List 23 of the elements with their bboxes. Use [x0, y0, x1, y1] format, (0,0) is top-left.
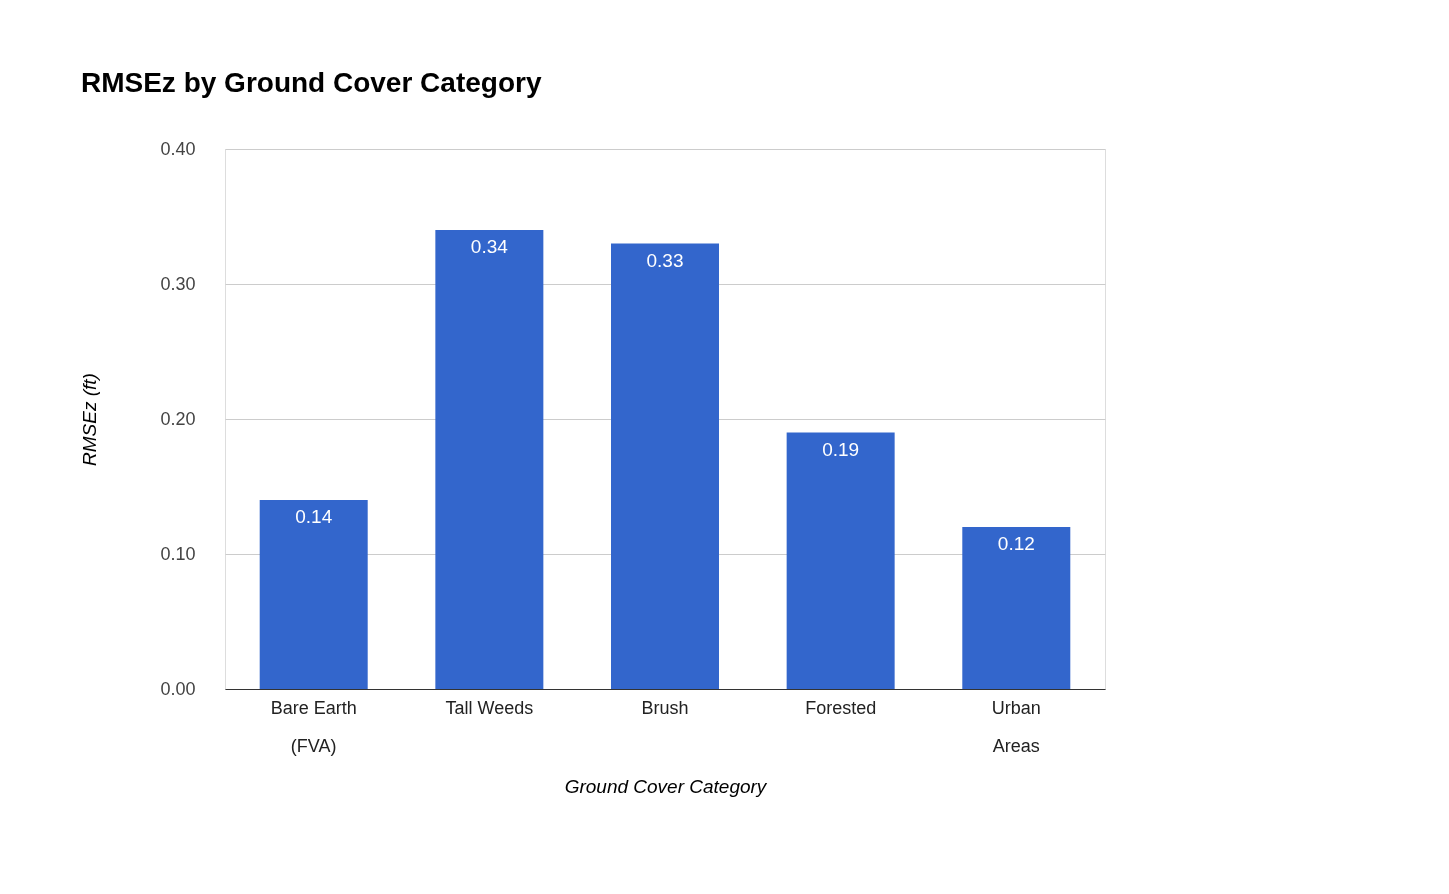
- data-label: 0.12: [997, 533, 1035, 554]
- x-tick-label: Forested: [805, 697, 877, 718]
- x-tick-label: Bare Earth (FVA): [270, 697, 357, 756]
- bar: [435, 230, 544, 689]
- bar: [962, 527, 1071, 689]
- y-tick-label: 0.40: [160, 138, 196, 159]
- data-label: 0.34: [470, 236, 509, 257]
- x-tick-label: Urban Areas: [991, 697, 1041, 756]
- bar: [611, 243, 719, 689]
- bar: [259, 500, 368, 689]
- y-tick-label: 0.20: [160, 408, 196, 429]
- data-label: 0.33: [646, 249, 684, 271]
- y-tick-label: 0.00: [160, 678, 196, 699]
- data-label: 0.19: [822, 438, 860, 460]
- data-label: 0.14: [295, 506, 333, 527]
- y-tick-label: 0.10: [160, 543, 196, 564]
- x-tick-label: Tall Weeds: [445, 697, 534, 718]
- y-tick-label: 0.30: [160, 273, 196, 294]
- y-axis-title: RMSEz (ft): [79, 373, 101, 466]
- chart-title: RMSEz by Ground Cover Category: [80, 67, 542, 98]
- x-axis-title: Ground Cover Category: [564, 775, 768, 797]
- bar: [786, 432, 895, 689]
- x-tick-label: Brush: [641, 697, 689, 718]
